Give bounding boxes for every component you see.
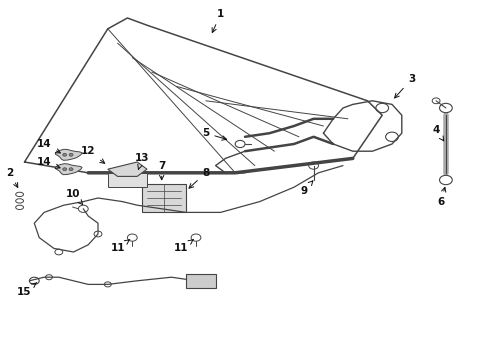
Circle shape	[69, 153, 73, 156]
Text: 1: 1	[212, 9, 224, 32]
Polygon shape	[186, 274, 216, 288]
Text: 6: 6	[438, 187, 446, 207]
Polygon shape	[55, 149, 82, 160]
Text: 2: 2	[6, 168, 18, 188]
Polygon shape	[108, 162, 147, 176]
Polygon shape	[142, 184, 186, 212]
Circle shape	[69, 168, 73, 171]
Text: 3: 3	[394, 74, 415, 98]
Text: 4: 4	[432, 125, 444, 141]
Circle shape	[63, 168, 67, 171]
Text: 14: 14	[37, 139, 60, 153]
Circle shape	[63, 153, 67, 156]
Text: 8: 8	[189, 168, 209, 188]
Polygon shape	[55, 164, 82, 175]
Text: 14: 14	[37, 157, 60, 168]
Text: 9: 9	[300, 181, 313, 196]
Text: 11: 11	[174, 239, 194, 253]
Text: 10: 10	[66, 189, 83, 204]
Text: 12: 12	[81, 146, 105, 163]
Text: 5: 5	[202, 128, 226, 140]
Text: 13: 13	[135, 153, 149, 169]
Polygon shape	[108, 173, 147, 187]
Text: 7: 7	[158, 161, 166, 180]
Text: 15: 15	[17, 283, 37, 297]
Text: 11: 11	[110, 239, 130, 253]
